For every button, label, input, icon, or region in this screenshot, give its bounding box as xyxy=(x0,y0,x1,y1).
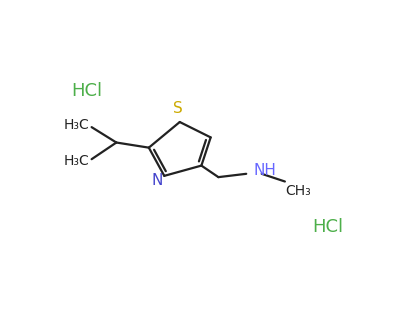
Text: N: N xyxy=(152,173,163,188)
Text: NH: NH xyxy=(253,163,276,178)
Text: H₃C: H₃C xyxy=(64,154,89,168)
Text: CH₃: CH₃ xyxy=(286,183,311,197)
Text: H₃C: H₃C xyxy=(64,118,89,132)
Text: HCl: HCl xyxy=(313,218,344,236)
Text: S: S xyxy=(173,101,183,116)
Text: HCl: HCl xyxy=(71,82,103,100)
